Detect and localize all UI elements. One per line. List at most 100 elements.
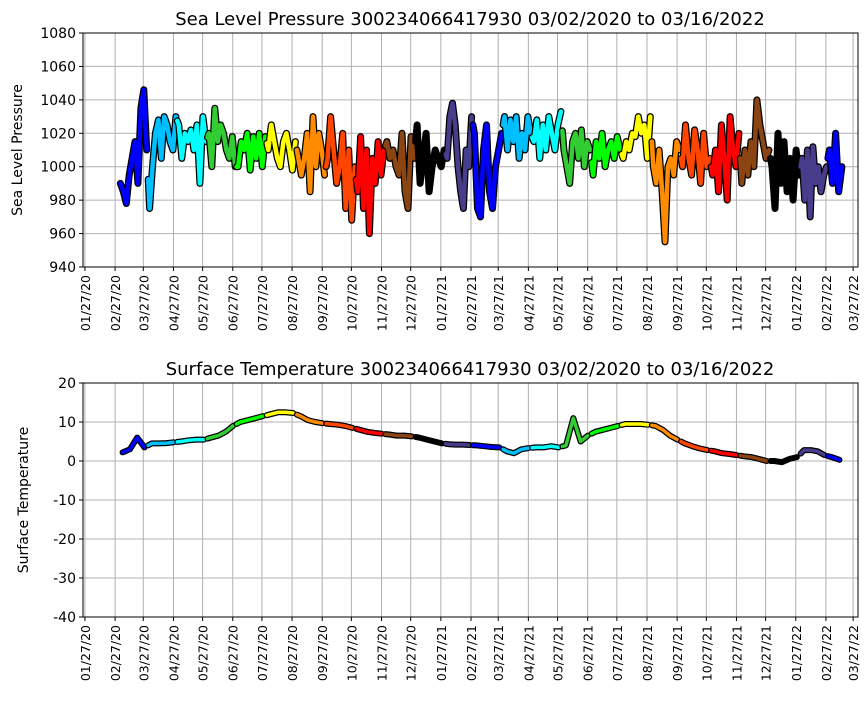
temperature-series-2020-03 — [120, 435, 147, 455]
pressure-x-tick-label: 10/27/20 — [344, 275, 359, 331]
pressure-x-tick-label: 07/27/21 — [610, 275, 625, 331]
pressure-series-2020-08 — [264, 122, 298, 173]
pressure-y-tick-label: 1040 — [40, 93, 76, 109]
pressure-x-tick-label: 05/27/21 — [551, 275, 566, 331]
pressure-x-tick-label: 05/27/20 — [196, 275, 211, 331]
pressure-series-2020-04 — [145, 114, 179, 211]
pressure-x-tick-label: 02/27/20 — [108, 275, 123, 331]
temperature-series-2020-07 — [234, 414, 265, 426]
pressure-series-2021-07 — [589, 131, 623, 178]
temperature-series-2021-08 — [619, 422, 650, 427]
temperature-x-tick-label: 12/27/20 — [404, 625, 419, 681]
temperature-series-2021-07 — [589, 424, 620, 436]
temperature-y-tick-label: 20 — [58, 376, 76, 392]
temperature-x-tick-label: 06/27/21 — [581, 625, 596, 681]
temperature-x-tick-label: 08/27/21 — [640, 625, 655, 681]
pressure-series-2021-10 — [678, 122, 712, 186]
temperature-x-tick-label: 02/27/22 — [819, 625, 834, 681]
pressure-x-tick-label: 08/27/21 — [640, 275, 655, 331]
pressure-series-2020-11 — [353, 134, 387, 236]
temperature-y-tick-label: -30 — [53, 571, 76, 587]
pressure-x-tick-label: 11/27/20 — [375, 275, 390, 331]
temperature-x-tick-label: 07/27/20 — [255, 625, 270, 681]
pressure-series-2022-02 — [798, 144, 829, 220]
temperature-series-2022-03 — [826, 454, 842, 462]
temperature-y-tick-label: -20 — [53, 532, 76, 548]
pressure-series-2020-03 — [118, 87, 149, 206]
temperature-x-tick-label: 05/27/20 — [196, 625, 211, 681]
pressure-series-2021-11 — [708, 114, 742, 203]
temperature-series-2021-06 — [560, 416, 590, 449]
pressure-x-tick-label: 12/27/21 — [759, 275, 774, 331]
pressure-plot-frame — [82, 32, 859, 268]
pressure-x-tick-label: 06/27/20 — [226, 275, 241, 331]
pressure-series-2022-01 — [768, 131, 802, 211]
temperature-series-2021-02 — [443, 442, 472, 447]
pressure-series-2021-09 — [649, 139, 682, 245]
pressure-x-tick-label: 02/27/21 — [464, 275, 479, 331]
temperature-x-tick-label: 03/27/20 — [136, 625, 151, 681]
temperature-x-tick-label: 04/27/21 — [521, 625, 536, 681]
temperature-y-tick-label: 0 — [67, 454, 76, 470]
temperature-x-tick-label: 11/27/21 — [729, 625, 744, 681]
temperature-y-axis-label: Surface Temperature — [16, 427, 32, 573]
temperature-x-tick-label: 09/27/20 — [315, 625, 330, 681]
pressure-series-2021-04 — [500, 114, 534, 161]
pressure-x-tick-label: 02/27/22 — [819, 275, 834, 331]
pressure-y-tick-label: 980 — [49, 193, 76, 209]
temperature-series-2020-10 — [324, 421, 355, 430]
pressure-y-tick-label: 960 — [49, 227, 76, 243]
temperature-series-2021-01 — [413, 435, 444, 446]
pressure-x-tick-label: 08/27/20 — [285, 275, 300, 331]
pressure-x-tick-label: 09/27/21 — [670, 275, 685, 331]
temperature-series-2022-02 — [798, 448, 827, 457]
temperature-y-tick-label: -40 — [53, 610, 76, 626]
pressure-series-2020-09 — [294, 114, 327, 195]
temperature-x-tick-label: 01/27/21 — [434, 625, 449, 681]
pressure-y-tick-label: 1000 — [40, 160, 76, 176]
temperature-x-tick-label: 01/27/22 — [789, 625, 804, 681]
pressure-series-2022-03 — [825, 131, 845, 195]
pressure-series-2020-06 — [205, 105, 238, 169]
pressure-x-tick-label: 09/27/20 — [315, 275, 330, 331]
pressure-x-tick-label: 01/27/22 — [789, 275, 804, 331]
temperature-series-2021-10 — [679, 439, 710, 452]
pressure-series-2021-08 — [619, 114, 653, 161]
pressure-x-tick-label: 06/27/21 — [581, 275, 596, 331]
temperature-x-tick-label: 03/27/21 — [491, 625, 506, 681]
pressure-chart-title: Sea Level Pressure 300234066417930 03/02… — [175, 9, 765, 30]
pressure-x-tick-label: 04/27/21 — [521, 275, 536, 331]
pressure-y-tick-label: 1020 — [40, 126, 76, 142]
temperature-x-tick-label: 10/27/21 — [699, 625, 714, 681]
temperature-y-tick-label: -10 — [53, 493, 76, 509]
pressure-y-tick-label: 940 — [49, 260, 76, 276]
pressure-y-tick-label: 1080 — [40, 26, 76, 42]
temperature-x-tick-label: 02/27/21 — [464, 625, 479, 681]
temperature-series-2020-12 — [383, 432, 414, 439]
pressure-series-2021-01 — [413, 122, 447, 195]
temperature-x-tick-label: 09/27/21 — [670, 625, 685, 681]
pressure-series-2021-03 — [470, 122, 504, 220]
temperature-x-tick-label: 11/27/20 — [375, 625, 390, 681]
pressure-y-tick-label: 1060 — [40, 59, 76, 75]
temperature-x-tick-label: 07/27/21 — [610, 625, 625, 681]
temperature-chart-title: Surface Temperature 300234066417930 03/0… — [166, 359, 775, 380]
pressure-x-tick-label: 07/27/20 — [255, 275, 270, 331]
temperature-series-2021-03 — [471, 443, 502, 450]
temperature-series-2021-09 — [650, 423, 680, 442]
pressure-x-tick-label: 10/27/21 — [699, 275, 714, 331]
temperature-x-tick-label: 08/27/20 — [285, 625, 300, 681]
pressure-x-tick-label: 01/27/21 — [434, 275, 449, 331]
pressure-x-tick-label: 12/27/20 — [404, 275, 419, 331]
temperature-x-tick-label: 03/27/22 — [846, 625, 861, 681]
pressure-x-tick-label: 03/27/22 — [846, 275, 861, 331]
pressure-series-2021-05 — [529, 109, 564, 161]
temperature-x-tick-label: 10/27/20 — [344, 625, 359, 681]
temperature-series-2020-04 — [146, 440, 176, 448]
temperature-series-2022-01 — [768, 455, 799, 464]
temperature-series-2020-09 — [295, 412, 325, 425]
temperature-plot-frame — [82, 382, 859, 618]
pressure-series-2020-07 — [234, 131, 268, 173]
temperature-x-tick-label: 02/27/20 — [108, 625, 123, 681]
